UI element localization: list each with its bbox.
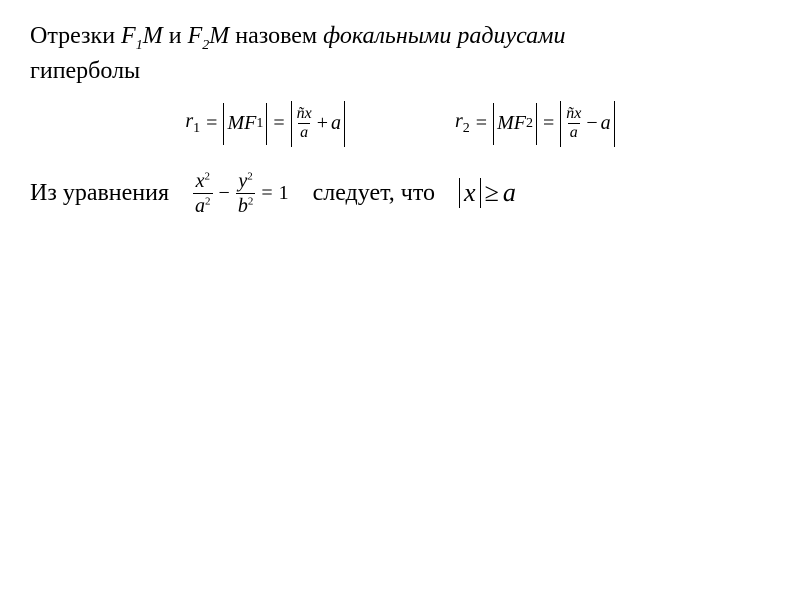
formula-r1: r1 = MF1 = ñx a + a: [185, 101, 345, 147]
intro-text: Отрезки F1M и F2M назовем фокальными рад…: [30, 20, 770, 89]
frac-1: ñx a: [295, 106, 314, 141]
frac-y2b2: y2 b2: [236, 171, 256, 216]
slide-content: Отрезки F1M и F2M назовем фокальными рад…: [0, 0, 800, 236]
abs-mf2: MF2: [493, 103, 537, 145]
equation-line: Из уравнения x2 a2 − y2 b2 = 1 следует, …: [30, 171, 770, 216]
inequality: x ≥ a: [459, 178, 516, 208]
f1m: F1M: [121, 23, 163, 49]
f2m: F2M: [188, 23, 230, 49]
frac-x2a2: x2 a2: [193, 171, 213, 216]
formula-r2: r2 = MF2 = ñx a − a: [455, 101, 615, 147]
intro-prefix: Отрезки: [30, 23, 121, 49]
and-word: и: [163, 23, 188, 49]
abs-expr1: ñx a + a: [291, 101, 345, 147]
focal-radii: фокальными радиусами: [323, 23, 565, 49]
hyperbola-word: гиперболы: [30, 55, 770, 89]
frac-2: ñx a: [564, 106, 583, 141]
hyperbola-equation: x2 a2 − y2 b2 = 1: [193, 171, 289, 216]
from-equation: Из уравнения: [30, 180, 169, 207]
abs-expr2: ñx a − a: [560, 101, 614, 147]
focal-formulas: r1 = MF1 = ñx a + a r2 = MF2 =: [30, 101, 770, 147]
abs-x: x: [459, 178, 481, 208]
intro-mid: назовем: [229, 23, 323, 49]
follows-that: следует, что: [313, 180, 435, 207]
abs-mf1: MF1: [223, 103, 267, 145]
